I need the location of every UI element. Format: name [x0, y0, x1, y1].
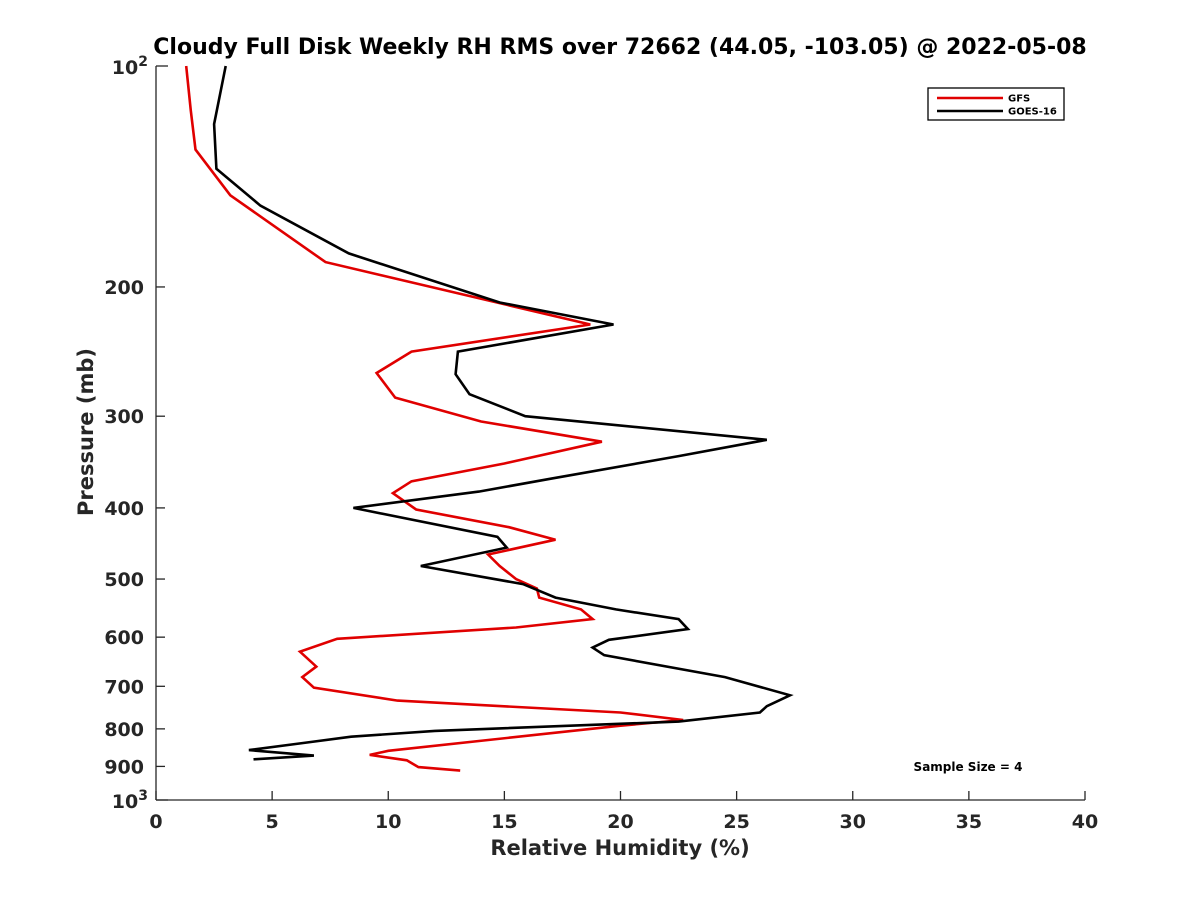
series-line-gfs [184, 65, 684, 772]
x-tick-label: 30 [840, 811, 866, 833]
y-tick-label: 900 [104, 756, 144, 778]
series-line-goes-16 [212, 65, 794, 761]
legend-box [927, 87, 1065, 121]
legend: GFS GOES-16 [927, 87, 1065, 121]
sample-size-annotation: Sample Size = 4 [914, 760, 1023, 774]
y-tick-label: 800 [104, 719, 144, 741]
x-tick-label: 10 [375, 811, 401, 833]
y-axis-title: Pressure (mb) [74, 348, 98, 516]
y-tick-label: 200 [104, 277, 144, 299]
x-tick-label: 20 [607, 811, 633, 833]
x-tick-label: 35 [956, 811, 982, 833]
y-decade-tick-label: 102 [112, 54, 148, 79]
x-tick-label: 5 [266, 811, 279, 833]
plot-area: 0 5 10 15 20 25 30 35 40 200 300 400 500 600 700 800 900… [104, 54, 1098, 833]
x-tick-label: 0 [149, 811, 162, 833]
y-tick-label: 500 [104, 569, 144, 591]
x-tick-label: 15 [491, 811, 517, 833]
y-tick-label: 700 [104, 676, 144, 698]
legend-label-gfs: GFS [1008, 94, 1030, 105]
x-tick-label: 40 [1072, 811, 1098, 833]
chart-title: Cloudy Full Disk Weekly RH RMS over 7266… [153, 35, 1086, 60]
legend-label-goes-16: GOES-16 [1008, 107, 1057, 118]
x-tick-label: 25 [723, 811, 749, 833]
y-decade-tick-label: 103 [112, 788, 148, 813]
y-tick-label: 600 [104, 627, 144, 649]
y-tick-label: 400 [104, 498, 144, 520]
y-tick-label: 300 [104, 406, 144, 428]
x-axis-title: Relative Humidity (%) [490, 836, 749, 860]
